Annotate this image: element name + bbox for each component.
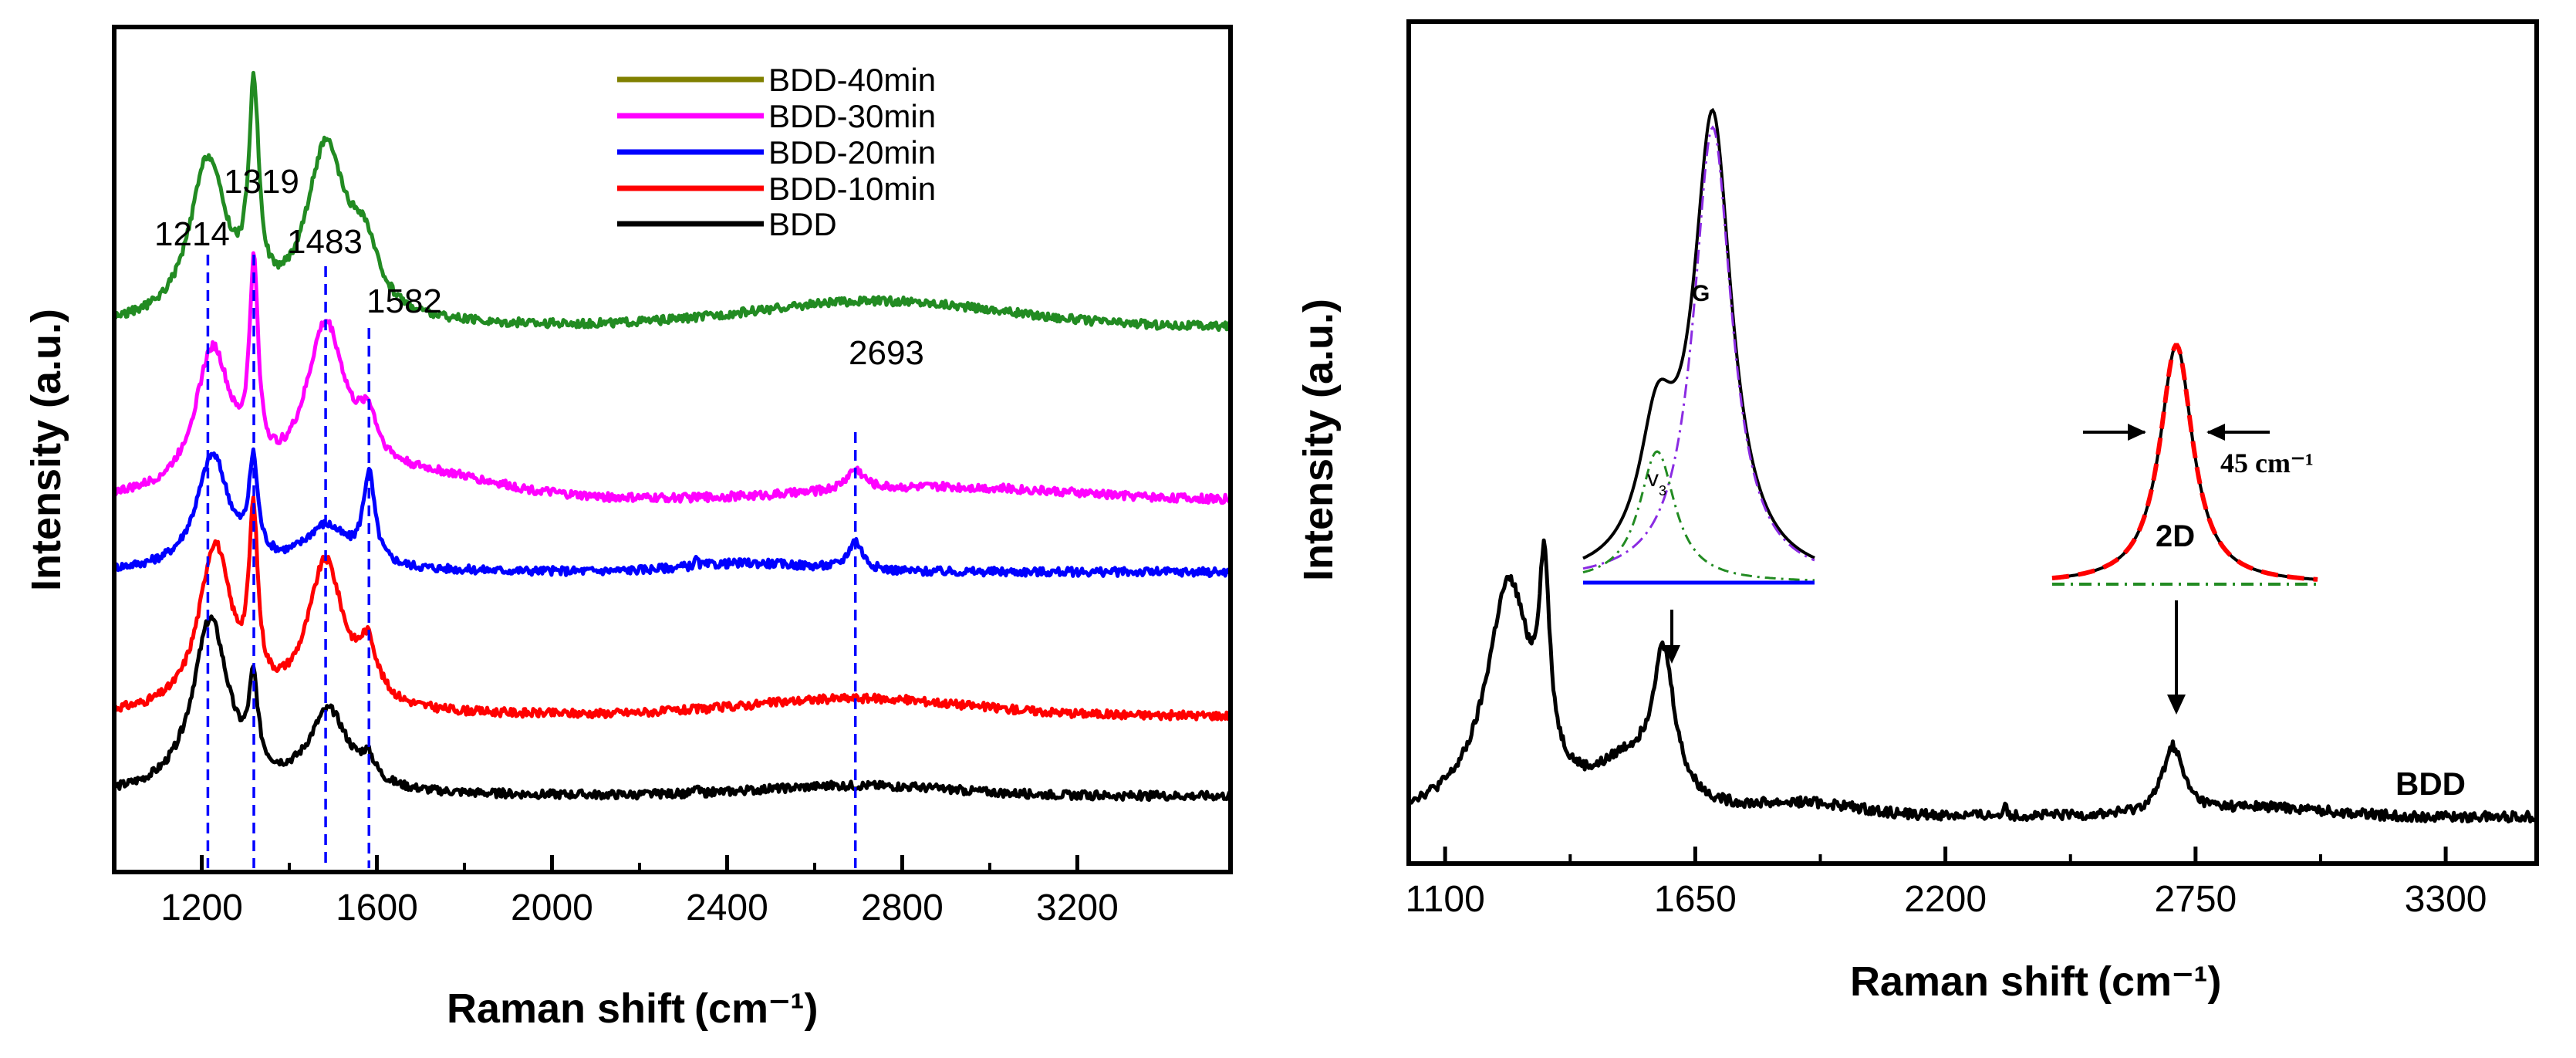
spectrum-bdd	[1407, 538, 2537, 824]
right-plot-frame	[1406, 19, 2539, 866]
x-tick-label-2400: 2400	[686, 887, 768, 928]
legend-label-bdd-10min: BDD-10min	[768, 171, 936, 207]
left-y-axis-title: Intensity (a.u.)	[23, 309, 69, 591]
x-tick-label-1200: 1200	[160, 887, 243, 928]
right-spectrum-trace	[1407, 538, 2537, 824]
annotation-1214: 1214	[154, 215, 230, 253]
left-spectrum-traces	[112, 70, 1233, 803]
x-tick-label-1650: 1650	[1654, 879, 1737, 920]
legend-label-bdd-40min: BDD-40min	[768, 62, 936, 98]
right-x-axis-title: Raman shift	[1850, 958, 2088, 1005]
inset-2d-curves	[2051, 343, 2318, 586]
left-legend: BDD-40min BDD-30min BDD-20min BDD-10min …	[617, 62, 936, 242]
right-x-axis: 1100 1650 2200 2750 3300	[1406, 847, 2487, 920]
left-plot-frame	[112, 25, 1233, 874]
inset-g-fit-curve	[1582, 125, 1815, 570]
inset-g-label: G	[1692, 281, 1710, 306]
legend-label-bdd: BDD	[768, 206, 837, 242]
2d-band-pointer-arrowhead	[2167, 695, 2186, 715]
spectrum-bdd-10min	[113, 495, 1233, 722]
spectrum-bdd	[112, 614, 1232, 803]
annotation-1319: 1319	[224, 163, 299, 201]
series-label-bdd: BDD	[2395, 766, 2466, 802]
right-x-axis-unit: (cm⁻¹)	[2098, 958, 2222, 1005]
inset-v3-label: v	[1647, 466, 1659, 492]
g-band-pointer-arrowhead	[1663, 645, 1680, 664]
inset-g-curves	[1582, 107, 1815, 585]
left-x-axis-unit: (cm⁻¹)	[694, 985, 819, 1032]
inset-g-band: G v 3	[1582, 107, 1815, 585]
inset-g-total-curve	[1582, 107, 1815, 560]
annotation-1582: 1582	[366, 282, 442, 320]
fwhm-arrowhead-right	[2206, 424, 2225, 441]
x-tick-label-2000: 2000	[511, 887, 593, 928]
spectrum-bdd-40min	[113, 70, 1233, 333]
right-chart-panel: 1100 1650 2200 2750 3300 BDD G v 3 45 cm⁻¹ 2…	[1295, 19, 2539, 1005]
left-x-axis: 1200 1600 2000 2400 2800 3200	[160, 855, 1119, 928]
inset-v3-fit-curve	[1582, 450, 1815, 582]
x-tick-label-2800: 2800	[861, 887, 944, 928]
right-y-axis-title: Intensity (a.u.)	[1295, 299, 1342, 581]
left-chart-panel: 1200 1600 2000 2400 2800 3200 BDD-40min BDD-3…	[23, 25, 1233, 1032]
x-tick-label-1600: 1600	[336, 887, 418, 928]
inset-2d-fit-curve	[2051, 343, 2318, 582]
spectrum-bdd-20min	[112, 447, 1233, 578]
legend-label-bdd-30min: BDD-30min	[768, 98, 936, 134]
fwhm-label: 45 cm⁻¹	[2220, 448, 2314, 478]
annotation-2693: 2693	[849, 334, 924, 372]
x-tick-label-3300: 3300	[2405, 879, 2487, 920]
x-tick-label-3200: 3200	[1036, 887, 1119, 928]
annotation-1483: 1483	[287, 223, 363, 261]
x-tick-label-1100: 1100	[1406, 879, 1485, 920]
inset-v3-index: 3	[1659, 483, 1666, 499]
spectrum-bdd-30min	[112, 251, 1232, 505]
left-x-axis-title: Raman shift	[447, 985, 685, 1032]
inset-2d-band: 45 cm⁻¹ 2D	[2051, 343, 2318, 586]
fwhm-arrowhead-left	[2128, 424, 2146, 441]
x-tick-label-2200: 2200	[1904, 879, 1987, 920]
x-tick-label-2750: 2750	[2154, 879, 2237, 920]
left-peak-guides	[206, 255, 857, 868]
legend-label-bdd-20min: BDD-20min	[768, 134, 936, 171]
inset-2d-label: 2D	[2156, 519, 2195, 553]
